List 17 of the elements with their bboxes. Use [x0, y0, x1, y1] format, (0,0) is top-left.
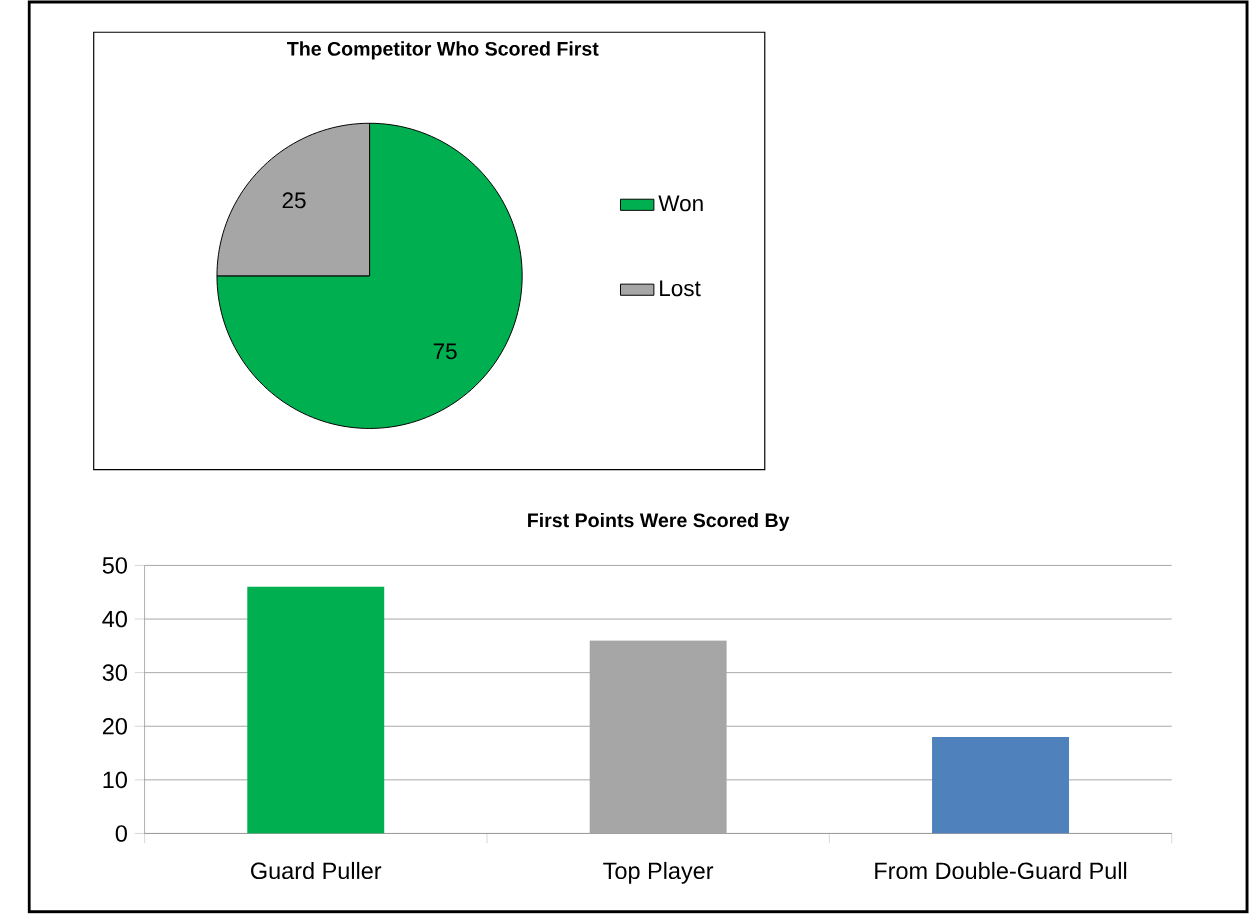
data-label: 75: [433, 343, 457, 360]
y-tick-label: 20: [102, 718, 127, 735]
chart-title: The Competitor Who Scored First: [287, 41, 599, 60]
chart-title: First Points Were Scored By: [528, 513, 790, 532]
x-tick-label: Top Player: [603, 862, 714, 884]
legend-label: Lost: [660, 280, 701, 297]
x-tick-label: Guard Puller: [251, 862, 382, 880]
y-tick-label: 0: [115, 825, 127, 842]
x-tick-label: From Double-Guard Pull: [875, 862, 1127, 880]
y-tick-label: 10: [103, 771, 127, 789]
data-label: 25: [282, 192, 306, 209]
y-tick-label: 40: [102, 610, 127, 628]
y-tick-label: 50: [102, 557, 127, 574]
y-tick-label: 30: [102, 664, 127, 682]
bar: [932, 737, 1069, 834]
legend-label: Won: [658, 195, 703, 212]
bar: [247, 587, 385, 834]
